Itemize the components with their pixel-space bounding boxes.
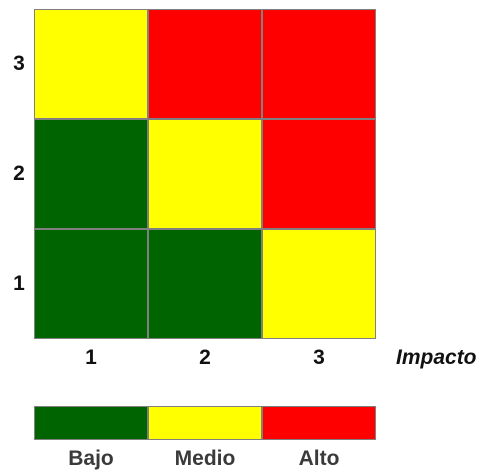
cell-y1-x3-medio (263, 230, 375, 338)
risk-matrix (34, 9, 376, 339)
y-tick-label-3: 3 (13, 52, 25, 75)
y-tick-label-2: 2 (13, 162, 25, 185)
x-tick-label-1: 1 (85, 346, 97, 369)
cell-y3-x3-alto (263, 10, 375, 118)
x-axis-title: Impacto (396, 346, 477, 369)
legend-label-medio: Medio (174, 447, 236, 470)
legend-swatch-alto (263, 407, 375, 439)
y-tick-label-1: 1 (13, 272, 25, 295)
legend-swatch-bajo (35, 407, 147, 439)
legend-bar (34, 406, 376, 440)
legend-swatch-medio (149, 407, 261, 439)
cell-y3-x2-alto (149, 10, 261, 118)
cell-y2-x1-bajo (35, 120, 147, 228)
cell-y1-x2-bajo (149, 230, 261, 338)
cell-y3-x1-medio (35, 10, 147, 118)
cell-y1-x1-bajo (35, 230, 147, 338)
cell-y2-x2-medio (149, 120, 261, 228)
cell-y2-x3-alto (263, 120, 375, 228)
x-tick-label-3: 3 (313, 346, 325, 369)
legend-label-bajo: Bajo (68, 447, 114, 470)
legend-label-alto: Alto (298, 447, 340, 470)
x-tick-label-2: 2 (199, 346, 211, 369)
